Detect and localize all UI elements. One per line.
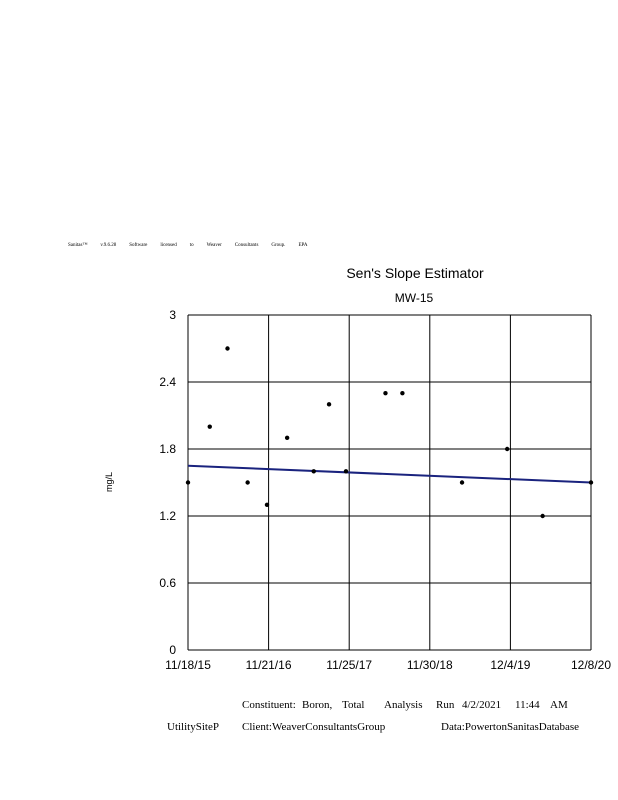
y-tick-label: 1.8 — [159, 442, 176, 456]
footer-word: AM — [550, 699, 568, 711]
watermark-word: Consultants — [234, 243, 259, 248]
data-point — [264, 502, 270, 508]
watermark-word: Group. — [271, 243, 286, 248]
data-point — [383, 390, 388, 396]
chart-subtitle: MW-15 — [395, 291, 434, 305]
footer-word: Analysis — [384, 699, 423, 711]
x-axis-ticks: 11/18/15 11/21/16 11/25/17 11/30/18 12/4/19 1… — [165, 658, 611, 672]
data-point — [245, 480, 250, 485]
watermark-word: v.9.6.28 — [100, 243, 117, 248]
footer-word: 11:44 — [515, 699, 540, 711]
y-tick-label: 3 — [169, 308, 176, 322]
y-axis-label: mg/L — [104, 472, 114, 492]
data-point — [284, 435, 290, 441]
y-tick-label: 0.6 — [159, 576, 176, 590]
footer-site: UtilitySiteP — [167, 721, 219, 733]
x-tick-label: 11/30/18 — [407, 658, 453, 672]
watermark-word: to — [189, 243, 194, 248]
y-axis-ticks: 0 0.6 1.2 1.8 2.4 3 — [159, 308, 176, 657]
y-tick-label: 2.4 — [159, 375, 176, 389]
data-point — [540, 513, 545, 519]
data-points — [185, 346, 594, 519]
software-license-watermark: Sanitas™ v.9.6.28 Software licensed to W… — [68, 243, 307, 248]
footer-client: Client:WeaverConsultantsGroup — [242, 721, 386, 733]
data-point — [343, 469, 349, 474]
data-point — [588, 480, 594, 485]
y-tick-label: 1.2 — [159, 509, 176, 523]
watermark-word: licensed — [160, 243, 177, 248]
data-point — [207, 424, 212, 429]
footer-word: Total — [342, 699, 365, 711]
footer-word: 4/2/2021 — [462, 699, 502, 711]
data-point — [504, 446, 510, 452]
x-tick-label: 11/25/17 — [326, 658, 372, 672]
footer-word: Boron, — [302, 699, 333, 711]
y-tick-label: 0 — [169, 643, 176, 657]
x-tick-label: 11/21/16 — [246, 658, 292, 672]
footer-word: Constituent: — [242, 699, 296, 711]
footer-analysis-line: Constituent: Boron, Total Analysis Run 4… — [242, 699, 568, 711]
data-point — [326, 402, 332, 407]
data-point — [400, 390, 405, 396]
footer-data-source: Data:PowertonSanitasDatabase — [441, 721, 580, 733]
watermark-word: Weaver — [206, 243, 222, 248]
watermark-word: EPA — [298, 243, 308, 248]
x-tick-label: 12/8/20 — [571, 658, 611, 672]
x-tick-label: 12/4/19 — [490, 658, 530, 672]
data-point — [185, 480, 191, 485]
data-point — [225, 346, 230, 351]
data-point — [311, 469, 316, 474]
watermark-word: Software — [129, 243, 148, 248]
trend-line — [187, 464, 592, 484]
watermark-word: Sanitas™ — [68, 243, 88, 248]
x-tick-label: 11/18/15 — [165, 658, 211, 672]
grid — [187, 314, 592, 651]
footer-word: Run — [436, 699, 455, 711]
chart-title: Sen's Slope Estimator — [346, 265, 484, 281]
data-point — [459, 480, 465, 485]
